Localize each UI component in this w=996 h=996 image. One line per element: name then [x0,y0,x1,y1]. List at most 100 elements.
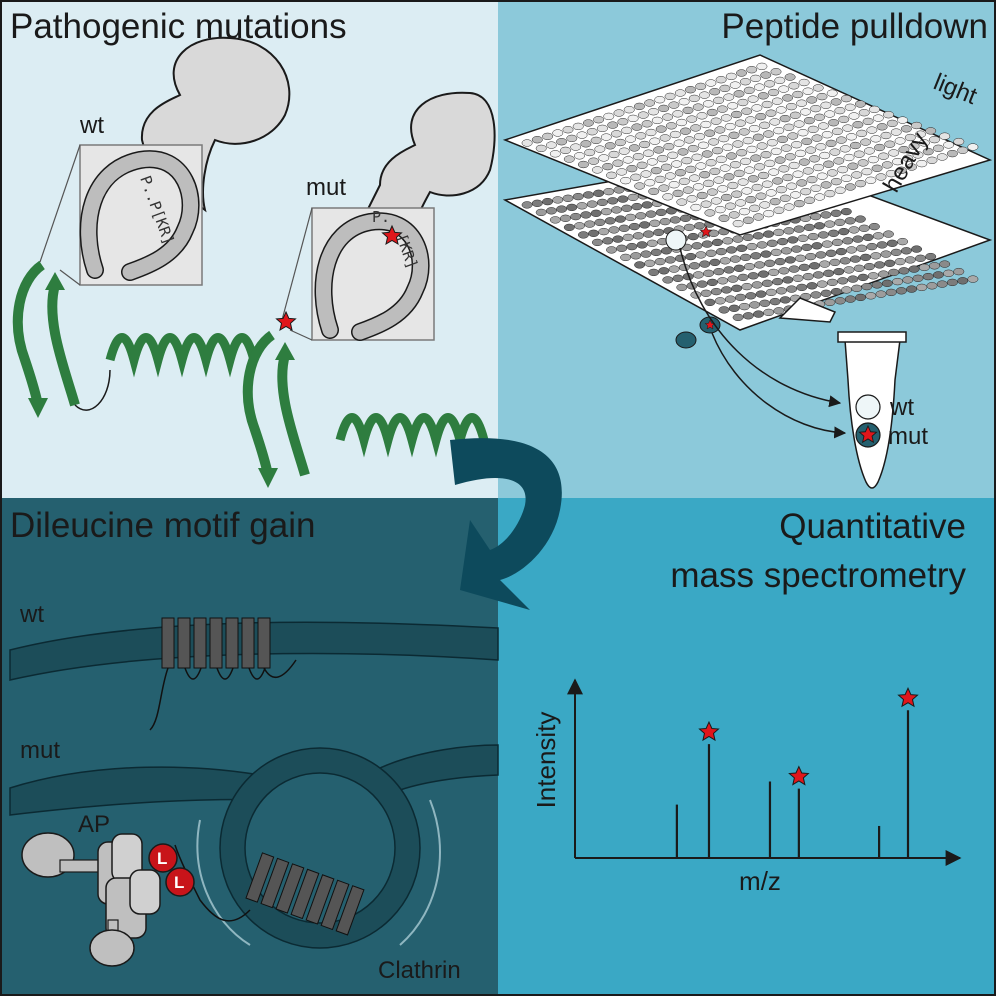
plate-well [672,274,684,282]
leucine-2 [165,867,195,897]
plate-well [792,90,804,99]
leucine-1 [148,843,178,873]
plate-well [748,124,760,133]
plate-well [621,204,633,212]
plate-well [936,280,948,288]
plate-well [835,247,847,256]
plate-well [616,244,628,252]
plate-well [875,290,887,298]
plate-well [708,138,720,146]
plate-well [664,256,676,264]
plate-well [696,191,708,200]
plate-well [844,103,856,111]
plate-well [967,275,979,283]
plate-well [929,262,940,270]
plate-well [694,132,705,141]
plate-well [620,253,632,262]
plate-well [727,181,739,190]
plate-well [681,156,693,165]
plate-well [844,217,856,225]
plate-well [731,284,743,292]
plate-well [825,139,837,148]
plate-well [841,174,852,182]
plate-well [846,246,857,254]
plate-well [696,280,708,288]
plate-well [798,158,810,166]
plate-well [626,242,638,251]
plate-well [677,148,689,156]
plate-well [763,130,774,138]
plate-well [803,116,815,125]
plate-well [680,214,691,222]
plate-well [838,115,850,124]
plate-well [726,246,737,254]
plate-well [572,122,584,131]
plate-well [946,149,958,158]
plate-well [838,227,850,236]
plate-well [802,272,814,281]
mut-membrane-label: mut [20,737,60,764]
plate-well [586,128,598,136]
plate-well [806,282,818,290]
plate-well [825,249,837,257]
plate-well [604,142,616,150]
plate-well [715,155,727,164]
plate-well [798,78,810,87]
plate-well [668,181,680,189]
plate-well [653,228,665,237]
plate-well [663,142,675,151]
plate-well [897,116,909,124]
plate-well [617,118,629,126]
plate-well [842,124,854,132]
plate-well [603,187,615,196]
plate-well [761,100,773,109]
plate-well [783,123,795,131]
plate-well [761,279,773,287]
plate-well [830,209,842,217]
plate-well [709,258,721,267]
plate-well [584,220,596,228]
plate-well [911,121,923,130]
plate-well [632,152,644,161]
plate-well [648,268,660,277]
plate-well [660,247,672,255]
plate-well [741,282,753,291]
plate-well [732,140,744,148]
plate-well [892,157,904,166]
plate-well [612,235,624,243]
plate-well [756,241,768,249]
plate-well [742,216,754,224]
plate-well [784,73,796,81]
plate-well [754,163,766,171]
plate-well [866,126,878,134]
plate-well [740,253,752,262]
ms-title-line1: Quantitative [779,507,966,546]
plate-well [588,157,600,165]
plate-well [801,137,813,146]
plate-well [846,133,857,141]
plate-well [759,201,771,209]
plate-well [863,262,875,271]
plate-well [868,222,880,231]
plate-well [728,211,740,219]
plate-well [764,159,776,168]
mut-label: mut [306,174,346,201]
plate-well [630,173,642,181]
plate-well [563,155,575,163]
plate-well [786,182,798,190]
plate-well [750,74,762,83]
plate-well [755,112,767,121]
plate-well [821,240,833,248]
plate-well [723,266,735,274]
plate-well [771,97,783,105]
plate-well [823,269,835,277]
plate-well [724,202,736,210]
plate-well [673,139,685,147]
plate-well [849,255,861,263]
plate-well [521,201,533,209]
plate-well [688,94,700,103]
plate-well [535,144,547,153]
plate-well [659,134,671,142]
plate-well [804,196,815,204]
plate-well [853,264,865,272]
